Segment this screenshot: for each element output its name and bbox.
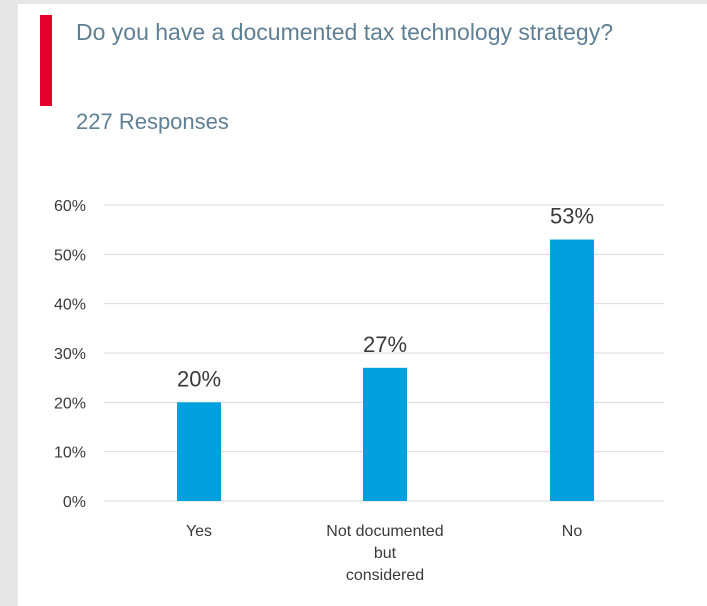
y-tick-label: 30% xyxy=(54,346,86,363)
bar xyxy=(550,239,594,502)
y-tick-label: 0% xyxy=(63,494,86,511)
x-category-label: Not documented but considered xyxy=(326,523,443,584)
accent-bar xyxy=(40,15,52,106)
bar xyxy=(363,367,407,501)
response-count: 227 Responses xyxy=(76,109,229,134)
y-tick-label: 20% xyxy=(54,395,86,412)
y-tick-label: 40% xyxy=(54,297,86,314)
data-label: 20% xyxy=(177,366,221,391)
x-category-label: No xyxy=(562,523,583,540)
y-tick-label: 50% xyxy=(54,247,86,264)
bar xyxy=(177,402,221,501)
data-label: 27% xyxy=(363,332,407,357)
data-label: 53% xyxy=(550,204,594,229)
y-tick-label: 60% xyxy=(54,198,86,215)
chart-title: Do you have a documented tax technology … xyxy=(76,19,614,45)
y-tick-label: 10% xyxy=(54,445,86,462)
x-category-label: Yes xyxy=(186,523,212,540)
